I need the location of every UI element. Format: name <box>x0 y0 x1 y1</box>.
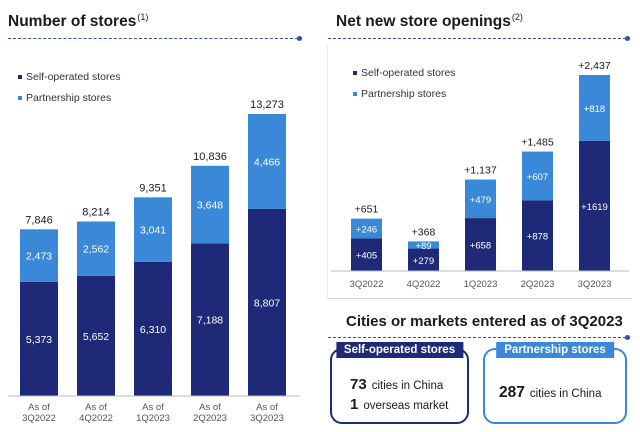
bar-self-operated <box>465 218 496 271</box>
data-label-self-operated: +658 <box>470 241 491 252</box>
data-label-self-operated: 7,188 <box>197 315 223 327</box>
data-label-self-operated: 8,807 <box>254 297 280 309</box>
bar-self-operated <box>77 275 115 396</box>
data-label-self-operated: +279 <box>413 256 434 267</box>
data-label-partnership: 2,562 <box>83 244 109 256</box>
category-label: 3Q2023 <box>578 279 612 290</box>
data-label-partnership: 3,648 <box>197 200 223 212</box>
legend-swatch-self-operated <box>18 75 22 79</box>
bar-partnership <box>408 241 439 249</box>
bar-partnership <box>522 151 553 201</box>
bar-self-operated <box>134 261 172 396</box>
china-cities-count: 73 <box>350 376 367 393</box>
legend-label-partnership: Partnership stores <box>26 92 111 104</box>
bar-partnership <box>465 179 496 219</box>
data-label-partnership: +607 <box>527 172 548 183</box>
partnership-cities-count: 287 <box>499 384 525 401</box>
data-label-self-operated: 6,310 <box>140 324 166 336</box>
total-label: +2,437 <box>578 60 611 72</box>
bar-self-operated <box>191 243 229 396</box>
left-chart-title-note: (1) <box>137 12 149 22</box>
total-label: 7,846 <box>25 214 53 226</box>
category-label: 1Q2023 <box>136 413 170 424</box>
right-chart-panel <box>327 44 632 299</box>
category-label: 2Q2023 <box>193 413 227 424</box>
right-chart: Self-operated stores Partnership stores +4… <box>331 60 629 290</box>
partnership-card: Partnership stores 287 cities in China <box>483 342 627 424</box>
total-label: 13,273 <box>250 99 284 111</box>
left-chart: Self-operated stores Partnership stores 5,… <box>8 71 300 424</box>
bar-self-operated <box>408 248 439 271</box>
cities-title-rule <box>328 334 630 340</box>
right-title-rule <box>328 35 630 41</box>
data-label-partnership: +479 <box>470 195 491 206</box>
self-operated-card: Self-operated stores 73 cities in China 1… <box>330 342 469 424</box>
self-operated-card-line-1: 73 cities in China <box>350 376 443 393</box>
left-chart-title-text: Number of stores <box>8 13 137 31</box>
bar-self-operated <box>20 281 58 396</box>
category-label: 4Q2022 <box>407 279 441 290</box>
right-chart-title-text: Net new store openings <box>336 13 511 31</box>
cities-title: Cities or markets entered as of 3Q2023 <box>346 313 623 330</box>
total-label: +1,137 <box>464 165 497 177</box>
left-chart-title: Number of stores(1) <box>8 12 148 31</box>
total-label: +651 <box>355 204 379 216</box>
self-operated-card-header: Self-operated stores <box>335 342 464 358</box>
data-label-self-operated: 5,652 <box>83 331 109 343</box>
bar-self-operated <box>248 208 286 396</box>
total-label: +1,485 <box>521 137 554 149</box>
bar-partnership <box>248 114 286 209</box>
category-label: 3Q2022 <box>22 413 56 424</box>
data-label-partnership: +89 <box>415 241 431 252</box>
left-title-rule <box>8 35 302 41</box>
data-label-partnership: +818 <box>584 104 605 115</box>
category-label: 1Q2023 <box>464 279 498 290</box>
bar-self-operated <box>579 140 610 271</box>
legend-label-partnership: Partnership stores <box>361 88 446 100</box>
category-label: As of <box>85 402 107 413</box>
category-label: As of <box>142 402 164 413</box>
category-label: As of <box>28 402 50 413</box>
data-label-self-operated: 5,373 <box>26 334 52 346</box>
data-label-partnership: 2,473 <box>26 251 52 263</box>
total-label: 10,836 <box>193 151 227 163</box>
bar-partnership <box>20 229 58 282</box>
partnership-cities-label: cities in China <box>529 388 602 400</box>
total-label: +368 <box>412 226 436 238</box>
data-label-self-operated: +1619 <box>581 202 608 213</box>
category-label: 2Q2023 <box>521 279 555 290</box>
bar-self-operated <box>351 238 382 271</box>
bar-partnership <box>77 221 115 276</box>
self-operated-card-line-2: 1 overseas market <box>350 396 448 413</box>
data-label-partnership: 4,466 <box>254 156 280 168</box>
category-label: As of <box>256 402 278 413</box>
legend-swatch-partnership <box>18 96 22 100</box>
legend-label-self-operated: Self-operated stores <box>26 71 121 83</box>
right-chart-title: Net new store openings(2) <box>336 12 523 31</box>
total-label: 8,214 <box>82 206 110 218</box>
right-chart-title-note: (2) <box>511 12 523 22</box>
category-label: 3Q2022 <box>350 279 384 290</box>
data-label-self-operated: +878 <box>527 232 548 243</box>
legend-swatch-self-operated <box>353 71 357 75</box>
total-label: 9,351 <box>139 182 167 194</box>
category-label: As of <box>199 402 221 413</box>
data-label-self-operated: +405 <box>356 251 377 262</box>
legend-swatch-partnership <box>353 92 357 96</box>
bar-self-operated <box>522 200 553 271</box>
partnership-card-line-1: 287 cities in China <box>499 384 601 402</box>
bar-partnership <box>134 197 172 262</box>
bar-partnership <box>351 218 382 239</box>
bar-partnership <box>191 165 229 244</box>
overseas-label: overseas market <box>363 400 449 412</box>
bar-partnership <box>579 75 610 141</box>
partnership-card-header: Partnership stores <box>496 342 614 358</box>
china-cities-label: cities in China <box>371 380 444 392</box>
category-label: 3Q2023 <box>250 413 284 424</box>
data-label-partnership: +246 <box>356 225 377 236</box>
overseas-count: 1 <box>350 396 359 413</box>
legend-label-self-operated: Self-operated stores <box>361 67 456 79</box>
data-label-partnership: 3,041 <box>140 225 166 237</box>
category-label: 4Q2022 <box>79 413 113 424</box>
